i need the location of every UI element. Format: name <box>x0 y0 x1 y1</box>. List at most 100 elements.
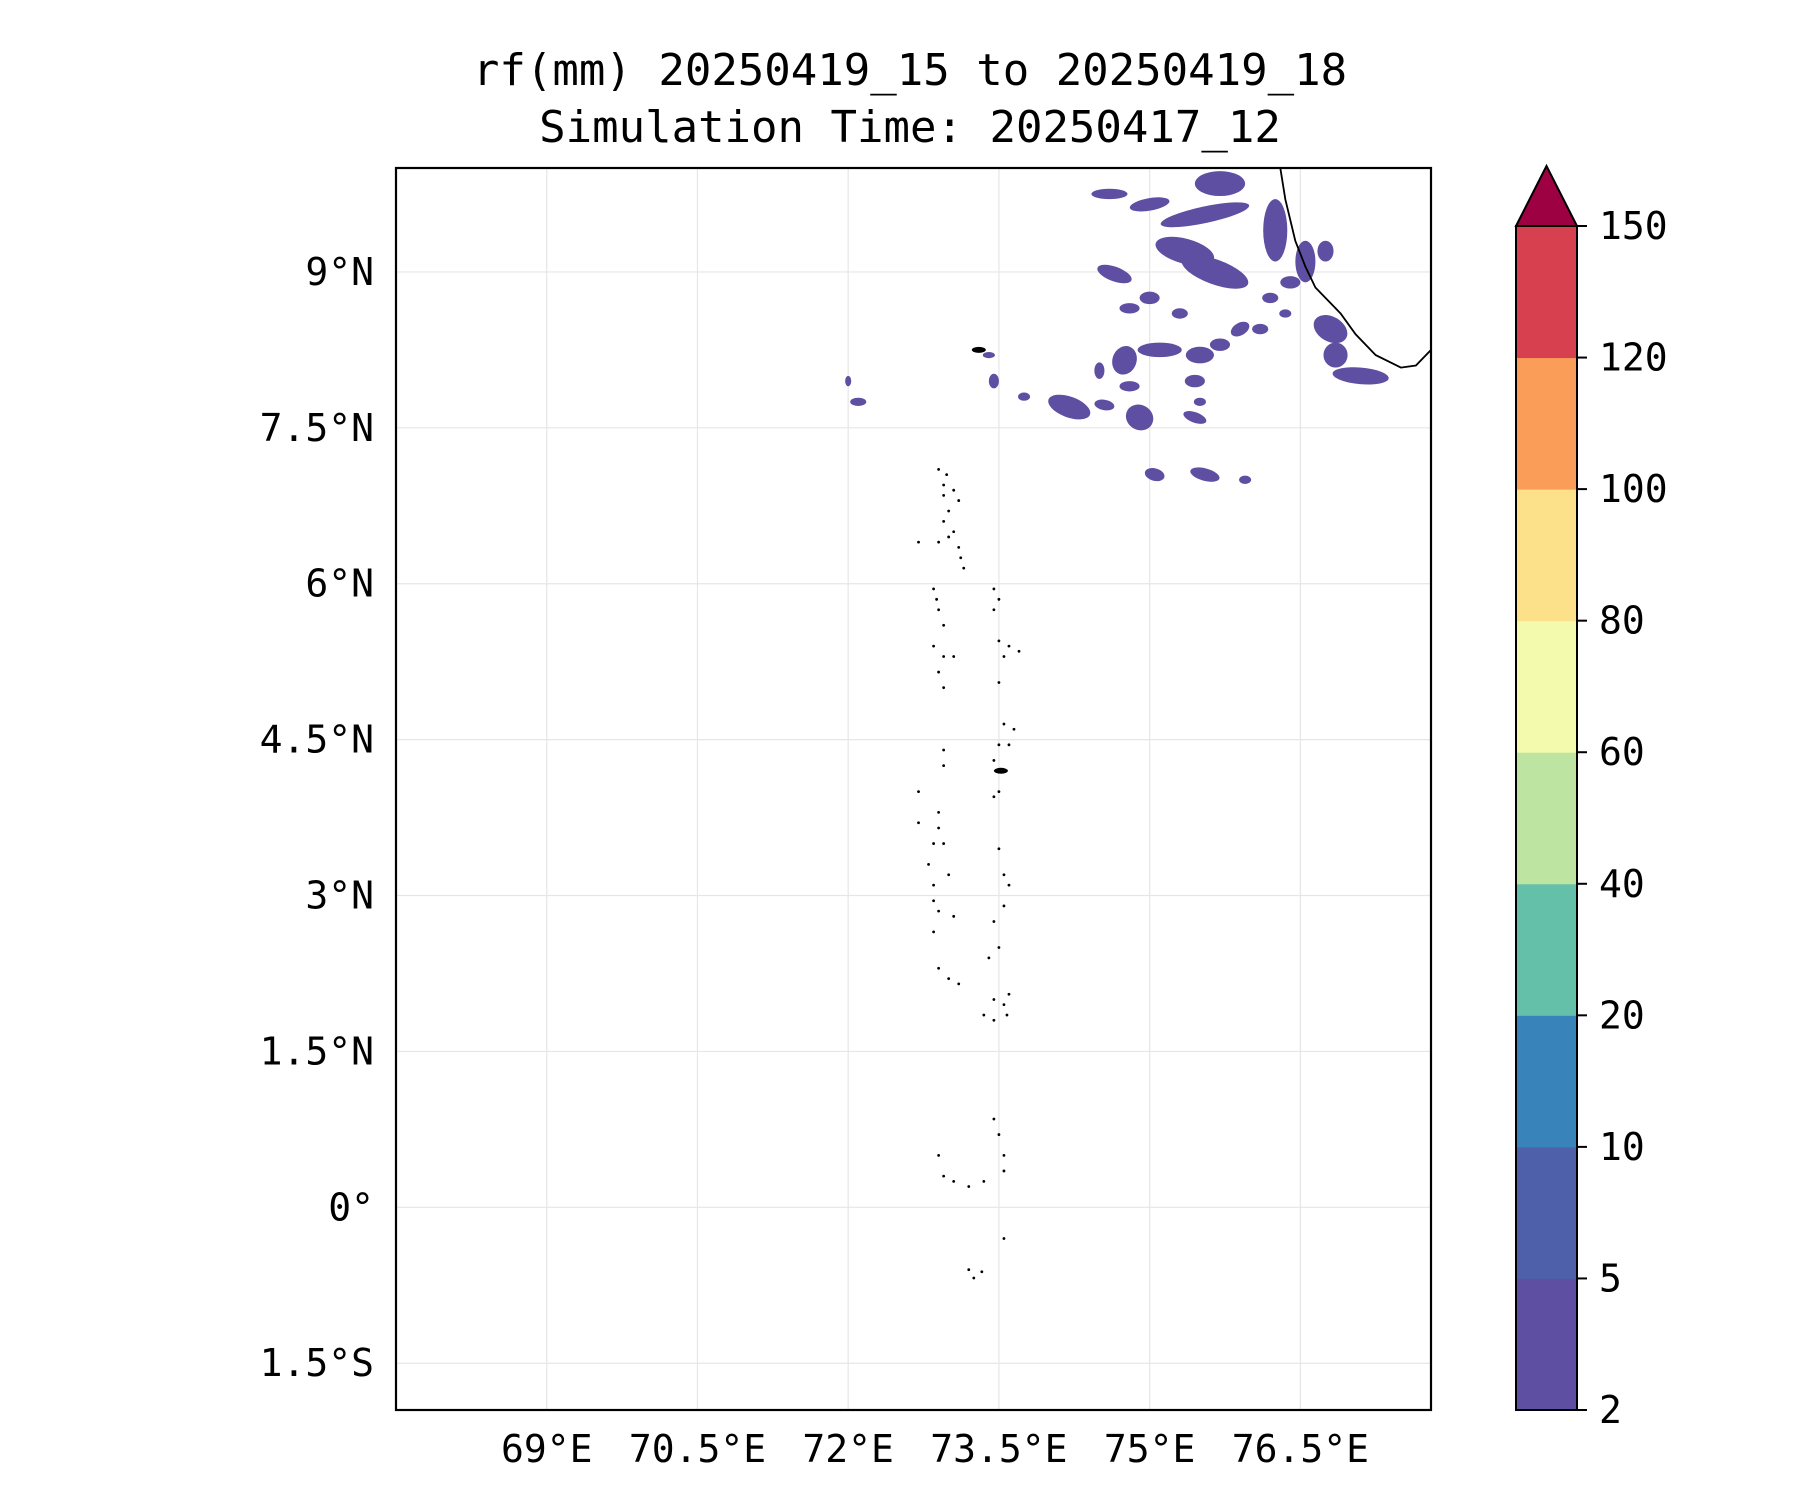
india-coastline <box>1279 168 1431 369</box>
colorbar-segment <box>1516 1278 1577 1411</box>
island-dot <box>992 1117 996 1121</box>
colorbar-segment <box>1516 1015 1577 1148</box>
island-dot <box>959 556 963 560</box>
rain-patch <box>1279 309 1292 318</box>
island-dot <box>942 519 946 523</box>
y-tick-label: 9°N <box>305 250 374 294</box>
island-dot <box>972 1276 976 1280</box>
island-dot <box>997 790 1001 793</box>
island-dot <box>917 540 920 544</box>
island-dot <box>942 764 946 768</box>
rain-patch <box>1332 367 1389 385</box>
island-dot <box>997 743 1001 747</box>
x-axis-ticks: 69°E 70.5°E 72°E 73.5°E 75°E 76.5°E <box>501 1427 1369 1471</box>
rain-patch <box>1190 467 1220 482</box>
island-dot <box>942 655 946 658</box>
colorbar-tick-label: 20 <box>1599 993 1645 1037</box>
rain-patch <box>1194 171 1246 197</box>
island-dot <box>997 639 1001 643</box>
island-dot <box>952 530 956 534</box>
island-dot <box>932 644 935 648</box>
island-dot <box>937 540 941 544</box>
colorbar-segment <box>1516 752 1577 885</box>
island-dot <box>1007 883 1011 887</box>
island-dot <box>1017 649 1021 653</box>
island-dot <box>932 899 935 903</box>
y-tick-label: 4.5°N <box>260 718 374 762</box>
y-axis-ticks: 9°N 7.5°N 6°N 4.5°N 3°N 1.5°N 0° 1.5°S <box>260 250 374 1385</box>
island-dot <box>982 1179 986 1183</box>
island-dot <box>1002 1153 1006 1157</box>
coastlines <box>917 168 1431 1280</box>
rain-patch <box>1097 264 1132 284</box>
island-dot <box>937 826 941 830</box>
rain-patch <box>1263 199 1288 262</box>
map-frame <box>394 166 1433 1412</box>
rain-patch <box>1313 315 1348 344</box>
rain-patch <box>1048 394 1091 420</box>
island-dot <box>992 1018 996 1022</box>
island-dot <box>937 670 941 674</box>
island-dot <box>917 821 920 825</box>
colorbar-tick-label: 120 <box>1599 336 1668 380</box>
island-dot <box>935 597 939 601</box>
island-dot <box>992 795 996 799</box>
island-dot <box>997 946 1001 949</box>
colorbar-segment <box>1516 1146 1577 1279</box>
island-dot <box>942 842 946 845</box>
colorbar-tick-label: 150 <box>1599 204 1668 248</box>
island-dot <box>1007 992 1011 996</box>
island-dot <box>937 1153 941 1157</box>
island-dot <box>957 499 961 502</box>
y-tick-label: 3°N <box>305 874 374 918</box>
island-dot <box>947 873 951 877</box>
island-dot <box>992 587 996 591</box>
island-dot <box>947 535 951 539</box>
colorbar: 2 5 10 20 40 60 80 100 120 150 <box>1514 163 1668 1432</box>
y-tick-label: 7.5°N <box>260 406 374 450</box>
island-dot <box>992 920 996 923</box>
island-dot <box>1007 743 1011 747</box>
rainfall-contours <box>845 171 1389 484</box>
colorbar-segment <box>1516 357 1577 490</box>
rain-patch <box>1171 308 1188 319</box>
island-solid <box>971 346 986 353</box>
rain-patch <box>1144 468 1165 482</box>
island-dot <box>942 493 946 497</box>
x-tick-label: 72°E <box>802 1427 894 1471</box>
island-dot <box>997 681 1001 684</box>
rain-patch <box>1262 292 1279 304</box>
rain-patch <box>845 375 852 387</box>
island-dot <box>942 1174 946 1178</box>
colorbar-extend-arrow <box>1514 163 1579 227</box>
island-dot <box>1002 1003 1006 1007</box>
y-tick-label: 6°N <box>305 562 374 606</box>
island-dot <box>980 1270 984 1274</box>
island-dot <box>932 842 935 845</box>
rain-patch <box>1160 202 1250 228</box>
colorbar-segment <box>1516 226 1577 359</box>
colorbar-tick-label: 5 <box>1599 1256 1622 1300</box>
rain-patch <box>1323 342 1348 368</box>
island-dot <box>937 608 941 612</box>
rain-patch <box>1119 303 1140 314</box>
island-dot <box>937 966 941 970</box>
island-dot <box>937 810 941 814</box>
rain-patch <box>1112 345 1137 375</box>
chart-title-line2: Simulation Time: 20250417_12 <box>539 102 1281 153</box>
rain-patch <box>1129 197 1170 212</box>
rain-patch <box>1139 291 1160 305</box>
island-dot <box>947 977 951 981</box>
island-dot <box>917 790 920 793</box>
y-tick-label: 1.5°N <box>260 1029 374 1073</box>
colorbar-tick-label: 60 <box>1599 730 1645 774</box>
rain-patch <box>1295 240 1316 283</box>
colorbar-tick-label: 2 <box>1599 1388 1622 1432</box>
rain-patch <box>1209 338 1231 351</box>
rain-patch <box>1280 276 1301 289</box>
island-dot <box>942 748 946 752</box>
island-dot <box>967 1185 971 1188</box>
island-dot <box>952 914 956 918</box>
colorbar-frame <box>1515 225 1578 1411</box>
island-dot <box>1002 655 1006 658</box>
